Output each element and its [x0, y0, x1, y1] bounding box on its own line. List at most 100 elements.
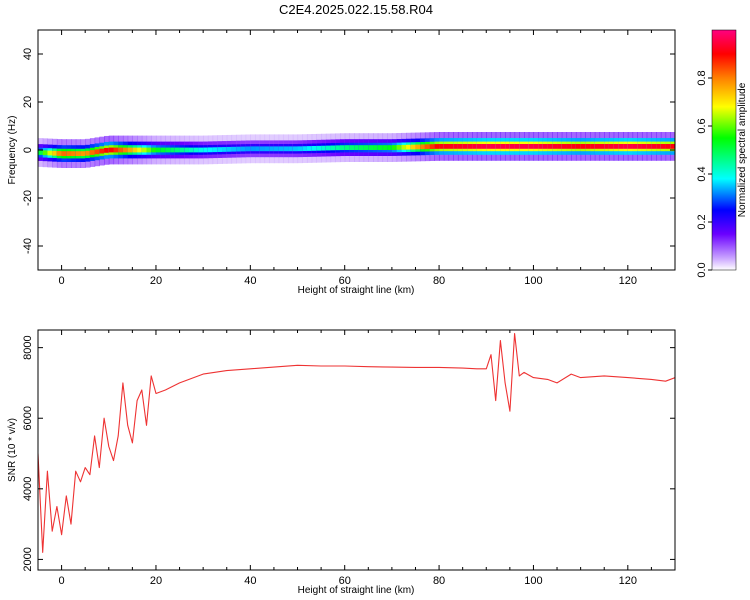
spectrogram-cell [80, 151, 86, 156]
spectrogram-x-tick-label: 60 [339, 275, 351, 287]
spectrogram-cell [349, 145, 355, 150]
spectrogram-cell [66, 151, 72, 156]
spectrogram-cell [415, 144, 421, 150]
spectrogram-cell [222, 147, 228, 152]
snr-y-axis-label: SNR (10 * v/v) [7, 418, 18, 482]
spectrogram-cell [580, 144, 586, 149]
spectrogram-cell [56, 151, 63, 156]
spectrogram-ticks: 0 20 40 60 80 100 120 -40 -20 0 20 40 [22, 30, 676, 287]
snr-x-tick-label: 80 [433, 575, 445, 587]
snr-x-tick-label: 120 [619, 575, 637, 587]
spectrogram-cell [396, 145, 402, 150]
spectrogram-cell [71, 151, 77, 156]
spectrogram-y-tick-label: -40 [22, 238, 34, 254]
spectrogram-cell [122, 147, 129, 153]
spectrogram-cell [264, 146, 270, 152]
colorbar-ticks: 0.0 0.2 0.4 0.6 0.8 [696, 70, 712, 278]
spectrogram-cell [665, 144, 671, 149]
spectrogram-cell [259, 146, 266, 152]
snr-y-tick-label: 4000 [22, 477, 34, 501]
spectrogram-cell [292, 146, 299, 152]
spectrogram-cell [613, 144, 619, 149]
spectrogram-cell [566, 144, 572, 149]
spectrogram-cell [203, 147, 209, 153]
spectrogram-cell [306, 146, 313, 151]
colorbar-tick-label: 0.2 [696, 214, 708, 229]
spectrogram-x-tick-label: 0 [59, 275, 65, 287]
spectrogram-cell [509, 144, 516, 149]
spectrogram-cell [651, 144, 657, 149]
figure-title: C2E4.2025.022.15.58.R04 [279, 2, 433, 17]
spectrogram-cell [61, 151, 67, 156]
spectrogram-cell [373, 145, 379, 150]
spectrogram-cell [52, 150, 58, 156]
spectrogram-cell [401, 144, 407, 150]
spectrogram-cell [278, 146, 284, 152]
spectrogram-cell [439, 144, 445, 149]
spectrogram-cell [344, 145, 351, 150]
spectrogram-cell [212, 147, 218, 153]
spectrogram-cell [641, 144, 648, 149]
spectrogram-cell [231, 146, 237, 152]
spectrogram-cell [481, 144, 487, 149]
spectrogram-cell [240, 146, 247, 152]
spectrogram-x-tick-label: 40 [244, 275, 256, 287]
spectrogram-cell [47, 150, 53, 156]
spectrogram-cell [382, 145, 388, 150]
spectrogram-cell [160, 147, 166, 153]
colorbar-tick-label: 0.8 [696, 70, 708, 85]
spectrogram-cell [94, 149, 100, 155]
snr-panel: 0 20 40 60 80 100 120 2000 4000 6000 8000 Height o… [7, 329, 676, 596]
spectrogram-cell [670, 144, 675, 149]
spectrogram-cell [391, 145, 398, 150]
spectrogram-cell [368, 145, 374, 150]
spectrogram-cell [188, 147, 195, 153]
spectrogram-cell [500, 144, 506, 149]
spectrogram-cell [561, 144, 568, 149]
spectrogram-ridge [38, 132, 675, 168]
spectrogram-cell [217, 147, 223, 152]
spectrogram-cell [599, 144, 605, 149]
spectrogram-y-tick-label: 40 [22, 48, 34, 60]
spectrogram-cell [637, 144, 643, 149]
spectrogram-cell [604, 144, 610, 149]
spectrogram-cell [363, 145, 369, 150]
colorbar-tick-label: 0.0 [696, 262, 708, 277]
spectrogram-cell [302, 146, 308, 152]
spectrogram-cell [113, 147, 119, 153]
spectrogram-cell [467, 144, 473, 149]
spectrogram-cell [486, 144, 492, 149]
spectrogram-cell [542, 144, 549, 149]
spectrogram-cell [354, 145, 360, 150]
spectrogram-x-tick-label: 120 [619, 275, 637, 287]
spectrogram-cell [179, 147, 185, 153]
spectrogram-cell [132, 147, 138, 153]
spectrogram-cell [358, 145, 365, 150]
spectrogram-cell [457, 144, 464, 149]
spectrogram-y-axis-label: Frequency (Hz) [7, 116, 18, 185]
spectrogram-cell [193, 147, 200, 153]
spectrogram-y-tick-label: 20 [22, 96, 34, 108]
spectrogram-cell [75, 151, 82, 156]
spectrogram-cell [505, 144, 511, 149]
spectrogram-cell [646, 144, 653, 149]
spectrogram-cell [108, 147, 115, 153]
spectrogram-y-tick-label: -20 [22, 190, 34, 206]
spectrogram-cell [627, 144, 634, 149]
spectrogram-cell [377, 145, 384, 150]
spectrogram-cell [608, 144, 615, 149]
spectrogram-cell [165, 147, 171, 153]
spectrogram-cell [288, 146, 294, 152]
spectrogram-cell [236, 146, 242, 152]
snr-x-tick-label: 100 [524, 575, 542, 587]
spectrogram-x-tick-label: 20 [150, 275, 162, 287]
spectrogram-cell [104, 147, 110, 153]
spectrogram-cell [424, 144, 431, 150]
snr-y-tick-label: 8000 [22, 335, 34, 359]
spectrogram-cell [533, 144, 539, 149]
snr-y-tick-label: 6000 [22, 406, 34, 430]
spectrogram-cell [127, 147, 133, 153]
spectrogram-cell [325, 145, 332, 151]
spectrogram-cell [623, 144, 629, 149]
